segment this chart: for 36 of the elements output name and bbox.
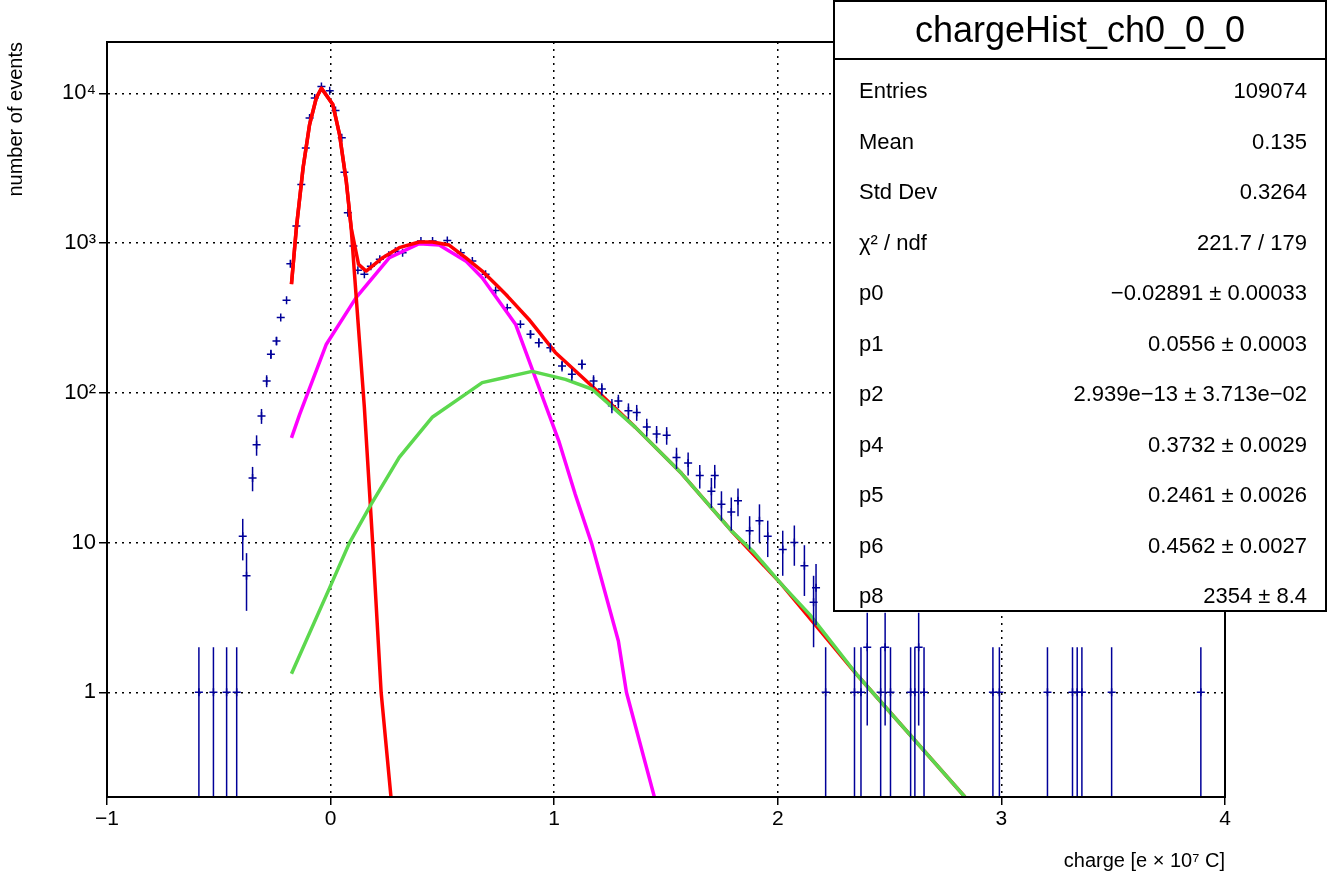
annotation: 0.3732 ± 0.0029: [1148, 431, 1307, 458]
x-tick-label: 3: [995, 806, 1008, 830]
annotation: p4: [859, 431, 884, 458]
annotation: 0.0556 ± 0.0003: [1148, 330, 1307, 357]
annotation: Std Dev: [859, 179, 938, 206]
annotation: p1: [859, 330, 884, 357]
x-tick-label: 2: [771, 806, 784, 830]
text: 0.3264: [1239, 179, 1307, 206]
y-tick-label: 10⁴: [62, 79, 96, 105]
text: chargeHist_ch0_0_0: [835, 2, 1325, 60]
annotation: Entries: [859, 78, 928, 105]
x-tick-label: 1: [548, 806, 561, 830]
x-tick-label: −1: [95, 806, 119, 830]
annotation: p2: [859, 381, 884, 408]
annotation: 0.2461 ± 0.0026: [1148, 482, 1307, 509]
x-axis-title: charge [e × 10⁷ C]: [1063, 848, 1225, 871]
annotation: p0: [859, 280, 884, 307]
annotation: −0.02891 ± 0.00033: [1110, 280, 1307, 307]
y-tick-label: 10²: [64, 378, 96, 404]
x-tick-label: 0: [324, 806, 337, 830]
annotation: p5: [859, 482, 884, 509]
x-tick-label: 4: [1219, 806, 1232, 830]
y-tick-label: 10³: [64, 229, 96, 255]
annotation: 2354 ± 8.4: [1203, 583, 1307, 610]
y-tick-label: 10: [71, 528, 96, 554]
text: 109074: [1233, 78, 1307, 105]
text: 0.135: [1251, 128, 1307, 155]
annotation: 0.4562 ± 0.0027: [1148, 532, 1307, 559]
y-axis-title: number of events: [3, 42, 26, 197]
annotation: Mean: [859, 128, 915, 155]
annotation: 2.939e−13 ± 3.713e−02: [1073, 381, 1307, 408]
annotation: χ² / ndf: [859, 229, 927, 256]
annotation: p8: [859, 583, 884, 610]
y-tick-label: 1: [83, 678, 96, 704]
annotation: p6: [859, 532, 884, 559]
annotation: 221.7 / 179: [1196, 229, 1307, 256]
